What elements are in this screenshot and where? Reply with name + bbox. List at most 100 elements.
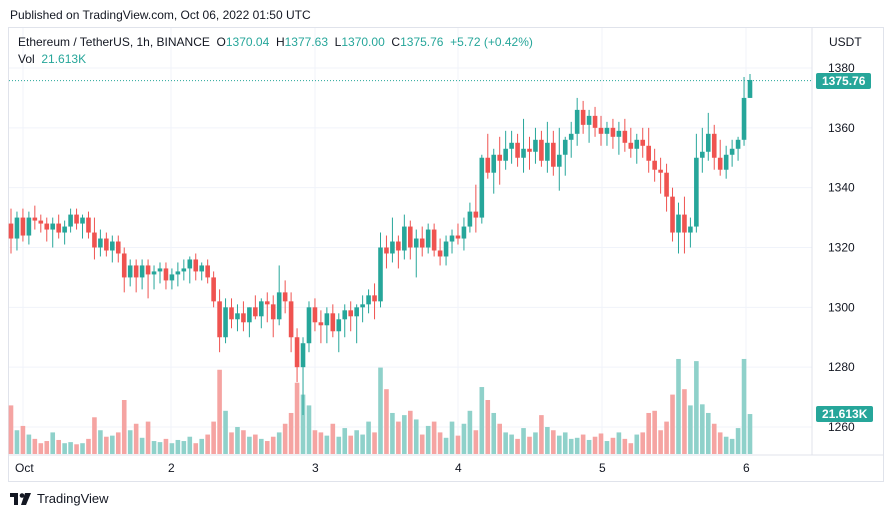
- volume-bar: [562, 432, 568, 454]
- candle-body: [384, 247, 389, 254]
- candle-body: [634, 139, 640, 149]
- change-value: +5.72 (+0.42%): [450, 35, 533, 49]
- volume-bar: [592, 436, 598, 454]
- candle-body: [437, 250, 443, 257]
- candle-body: [175, 271, 181, 275]
- candle-body: [20, 217, 26, 236]
- candle-body: [539, 139, 544, 161]
- published-caption: Published on TradingView.com, Oct 06, 20…: [10, 8, 311, 22]
- candle-body: [32, 217, 38, 221]
- volume-bar: [634, 434, 640, 454]
- volume-bar: [330, 423, 336, 454]
- volume-bar: [229, 432, 234, 454]
- candle-body: [318, 322, 324, 326]
- volume-bar: [628, 443, 634, 454]
- candle-body: [115, 241, 121, 254]
- candle-body: [646, 145, 651, 161]
- volume-bar: [437, 432, 443, 454]
- chart-frame[interactable]: [8, 27, 884, 482]
- candle-body: [360, 304, 365, 308]
- candle-body: [402, 226, 407, 251]
- volume-bar: [407, 410, 413, 454]
- volume-bar: [717, 432, 723, 454]
- candle-body: [366, 295, 371, 305]
- volume-bar: [598, 433, 604, 454]
- volume-bar: [127, 430, 133, 454]
- volume-bar: [419, 434, 425, 454]
- volume-bars: [8, 358, 753, 454]
- candle-body: [622, 130, 628, 143]
- volume-bar: [175, 439, 181, 454]
- candle-body: [598, 127, 604, 134]
- candle-body: [694, 157, 699, 227]
- y-tick-label: 1300: [828, 300, 855, 314]
- volume-bar: [676, 358, 681, 454]
- volume-bar: [26, 434, 32, 454]
- x-tick-label: 3: [312, 461, 319, 475]
- volume-bar: [169, 443, 175, 454]
- volume-bar: [223, 410, 228, 454]
- volume-bar: [378, 367, 383, 454]
- volume-bar: [664, 421, 669, 454]
- candle-body: [682, 214, 687, 233]
- volume-bar: [533, 432, 538, 454]
- volume-bar: [104, 436, 109, 454]
- volume-bar: [211, 421, 216, 454]
- volume-bar: [384, 389, 389, 454]
- candle-body: [169, 274, 175, 281]
- candle-body: [443, 241, 449, 257]
- candle-body: [8, 223, 14, 239]
- volume-bar: [682, 389, 687, 454]
- candle-body: [568, 133, 574, 140]
- candle-body: [425, 229, 431, 248]
- volume-bar: [348, 435, 354, 454]
- low-label: L: [334, 35, 342, 49]
- candle-body: [14, 217, 20, 239]
- volume-bar: [44, 441, 50, 454]
- volume-legend: Vol 21.613K: [18, 52, 86, 66]
- volume-bar: [485, 400, 491, 454]
- volume-bar: [652, 410, 657, 454]
- volume-bar: [413, 419, 419, 454]
- open-label: O: [216, 35, 226, 49]
- close-label: C: [391, 35, 401, 49]
- volume-bar: [264, 441, 270, 454]
- tradingview-brand[interactable]: TradingView: [10, 491, 109, 506]
- volume-bar: [455, 435, 461, 454]
- volume-bar: [574, 437, 580, 454]
- candle-body: [235, 313, 240, 320]
- volume-bar: [366, 421, 371, 454]
- volume-bar: [425, 425, 431, 454]
- x-tick-label: 4: [455, 461, 462, 475]
- symbol-legend: Ethereum / TetherUS, 1h, BINANCE O1370.0…: [18, 35, 533, 49]
- open-value: 1370.04: [225, 35, 270, 49]
- volume-bar: [694, 361, 699, 454]
- tradingview-logo-icon: [10, 492, 31, 505]
- candle-body: [723, 154, 729, 170]
- candle-body: [586, 115, 592, 125]
- volume-bar: [604, 441, 610, 454]
- candle-body: [551, 142, 556, 167]
- y-tick-label: 1260: [828, 420, 855, 434]
- volume-bar: [556, 435, 562, 454]
- volume-bar: [133, 423, 139, 454]
- candle-body: [157, 268, 163, 272]
- candle-body: [342, 310, 348, 320]
- volume-bar: [622, 438, 628, 454]
- volume-bar: [443, 437, 449, 454]
- candle-body: [658, 169, 663, 173]
- volume-bar: [74, 444, 79, 454]
- candle-body: [711, 133, 717, 158]
- candle-body: [556, 154, 562, 167]
- volume-bar: [473, 430, 479, 454]
- candle-body: [288, 301, 294, 338]
- candle-body: [378, 247, 383, 302]
- candle-body: [62, 226, 67, 233]
- volume-bar: [646, 412, 651, 454]
- candle-body: [717, 157, 723, 170]
- candle-body: [187, 259, 193, 269]
- candle-body: [664, 172, 669, 197]
- volume-bar: [354, 430, 359, 454]
- volume-bar: [390, 412, 395, 454]
